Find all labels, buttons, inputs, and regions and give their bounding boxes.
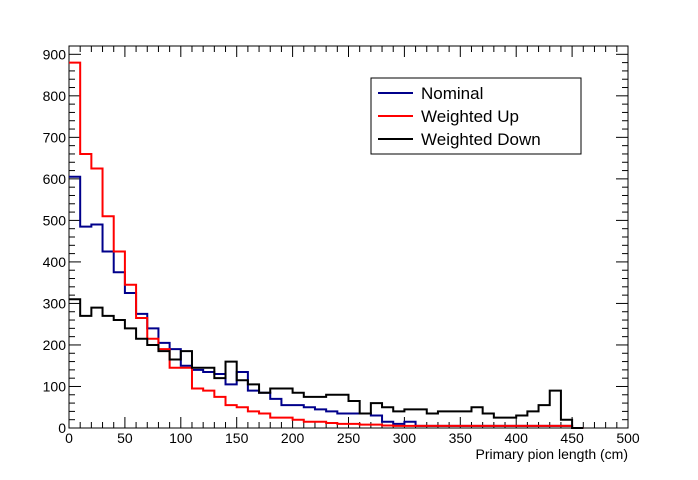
- y-tick-label: 300: [43, 295, 67, 311]
- x-tick-label: 400: [505, 430, 529, 446]
- y-tick-label: 700: [43, 129, 67, 145]
- y-tick-label: 600: [43, 171, 67, 187]
- y-tick-label: 0: [58, 420, 66, 436]
- legend-label-nominal: Nominal: [421, 84, 483, 103]
- x-tick-label: 500: [616, 430, 640, 446]
- y-tick-label: 900: [43, 46, 67, 62]
- x-tick-label: 0: [65, 430, 73, 446]
- x-tick-label: 100: [169, 430, 193, 446]
- x-tick-label: 250: [337, 430, 361, 446]
- series-line-weighted-down: [69, 298, 584, 429]
- axis-ticks: [68, 45, 629, 429]
- x-tick-label: 200: [281, 430, 305, 446]
- y-tick-label: 800: [43, 88, 67, 104]
- series-line-weighted-up: [69, 61, 584, 429]
- y-tick-label: 400: [43, 254, 67, 270]
- x-tick-label: 300: [393, 430, 417, 446]
- x-axis-title: Primary pion length (cm): [476, 446, 629, 462]
- x-tick-label: 350: [449, 430, 473, 446]
- legend-label-weighted-up: Weighted Up: [421, 107, 519, 126]
- y-tick-label: 500: [43, 212, 67, 228]
- legend: Nominal Weighted Up Weighted Down: [370, 77, 582, 155]
- legend-label-weighted-down: Weighted Down: [421, 130, 541, 149]
- x-tick-label: 50: [117, 430, 133, 446]
- series-line-nominal: [69, 175, 584, 429]
- y-tick-label: 200: [43, 337, 67, 353]
- x-tick-label: 450: [560, 430, 584, 446]
- tick-labels: 0 50 100 150 200 250 300 350 400 450 500 0 100 200 300…: [43, 46, 640, 446]
- y-tick-label: 100: [43, 378, 67, 394]
- x-tick-label: 150: [225, 430, 249, 446]
- series-lines: [69, 61, 584, 429]
